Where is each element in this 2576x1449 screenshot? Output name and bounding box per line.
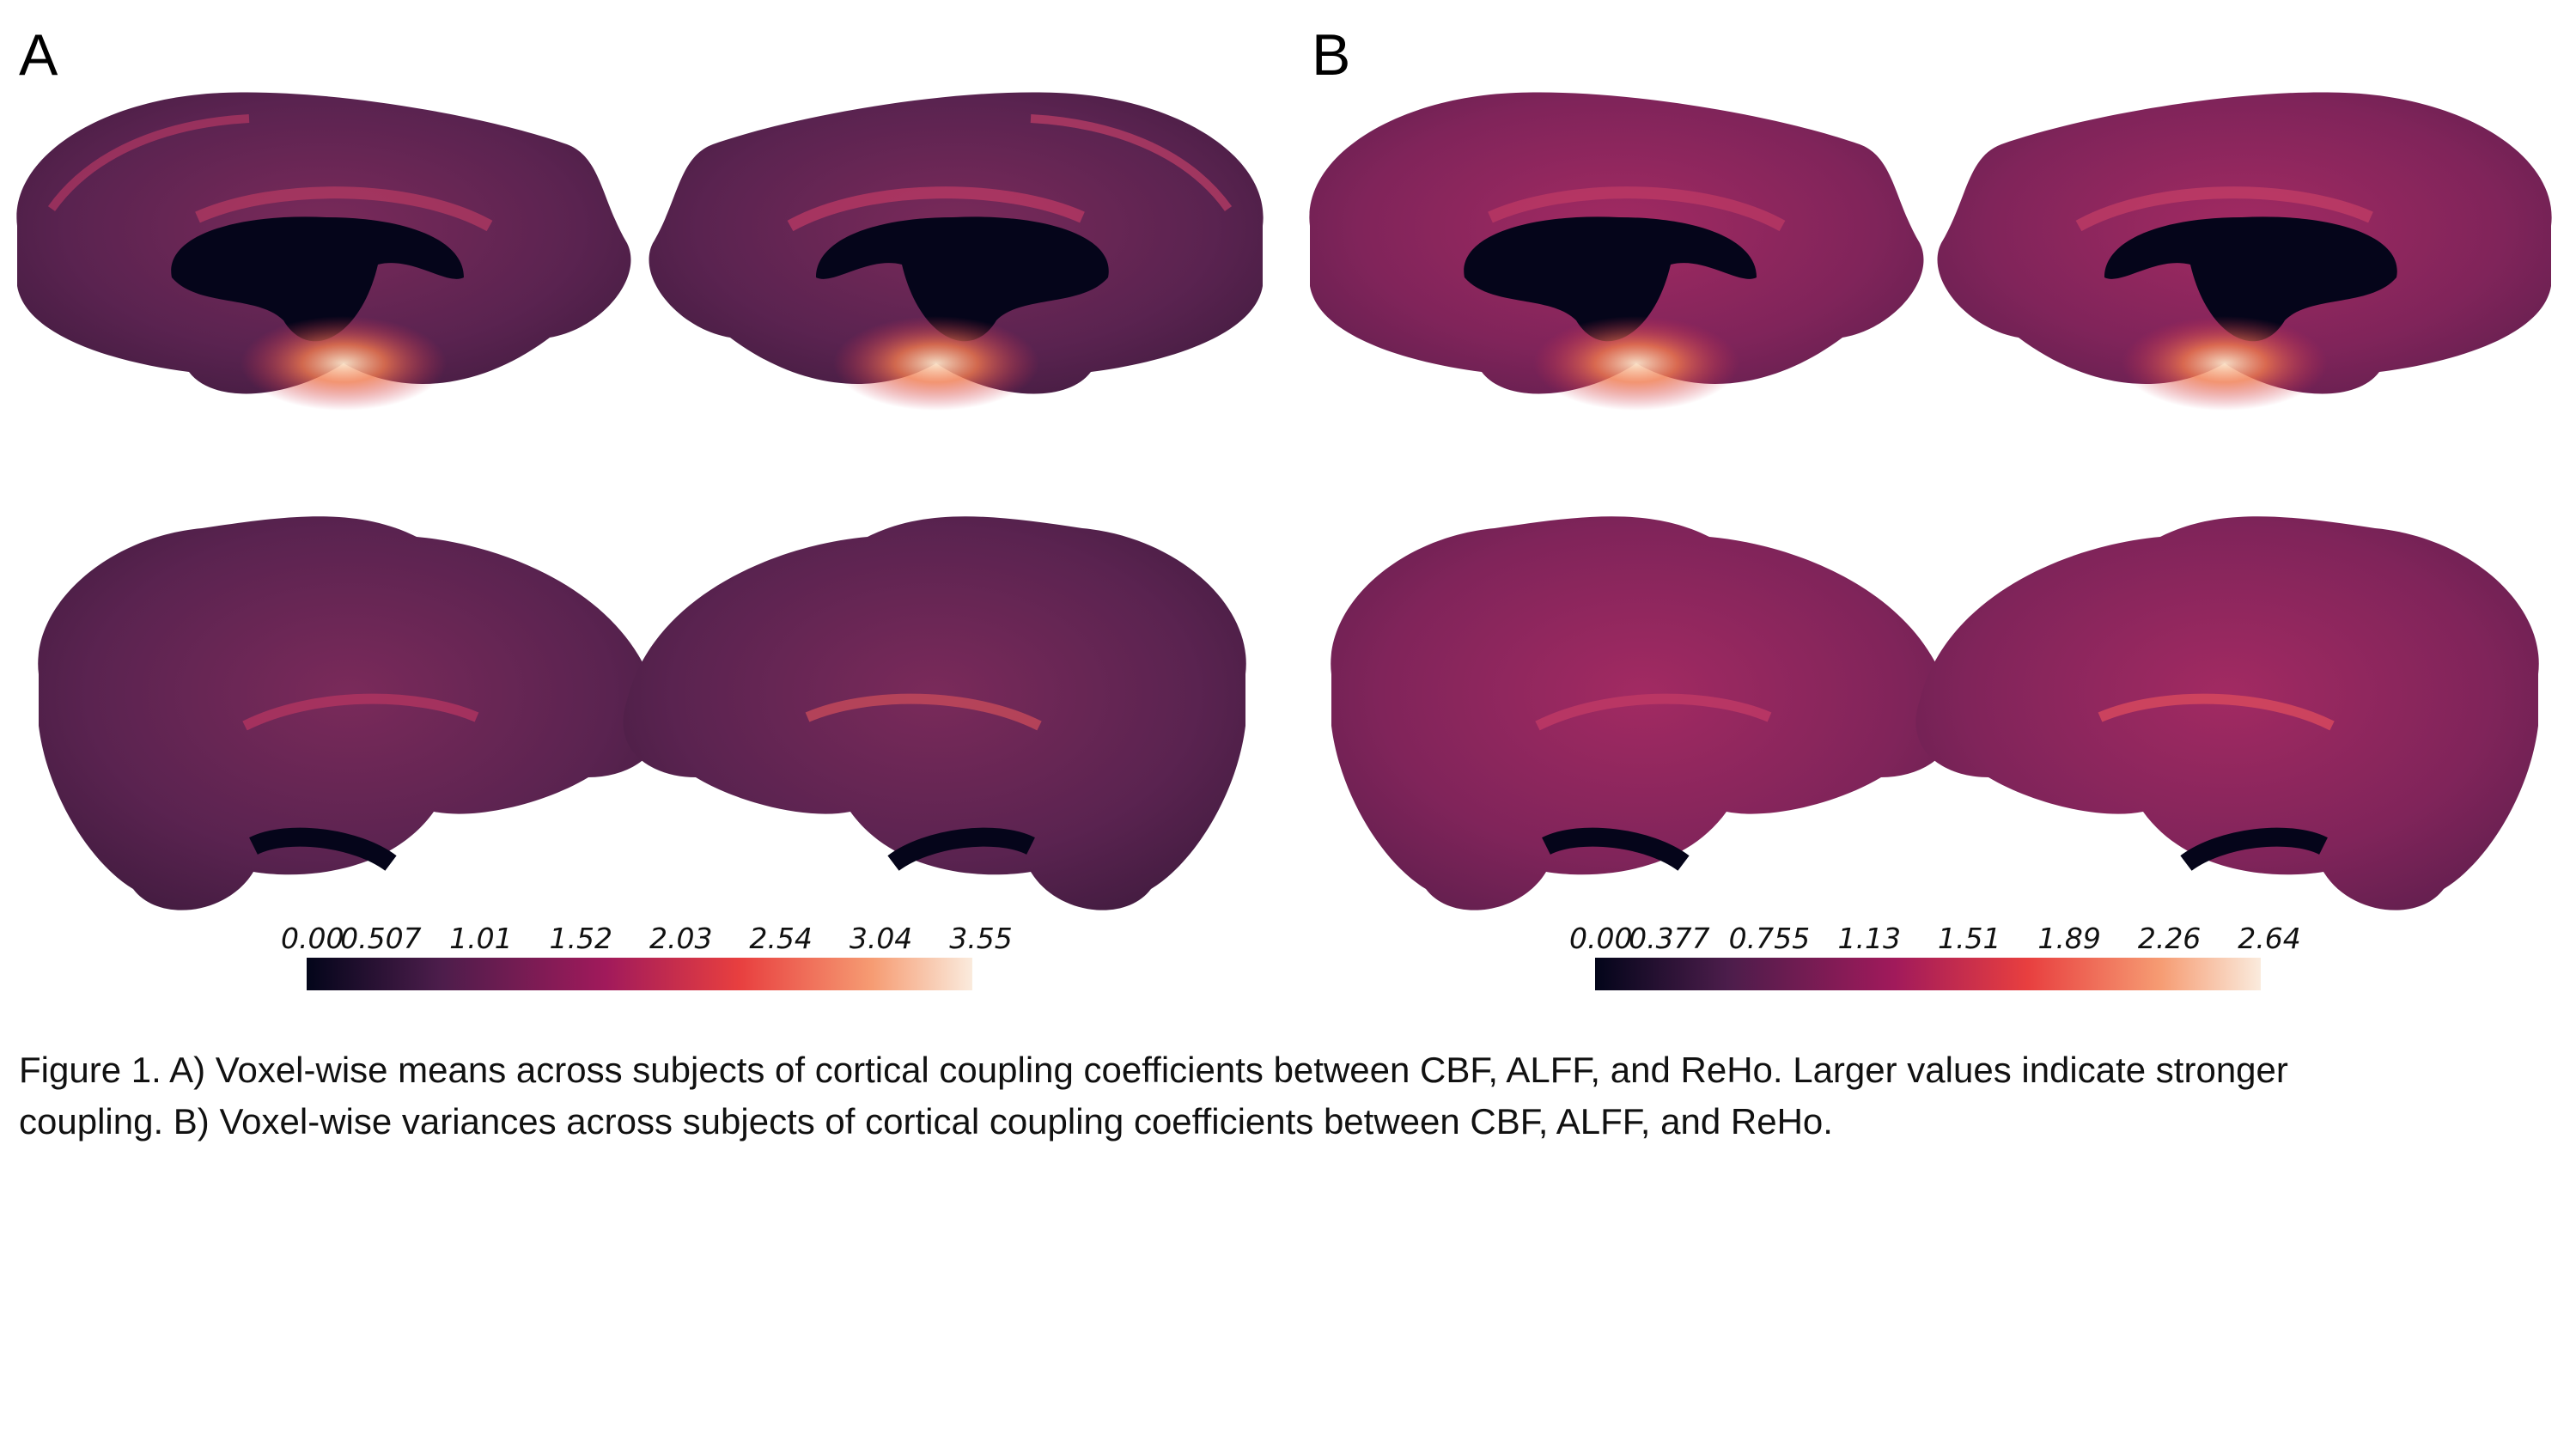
colorbar-a-tick-label: 1.01 [449, 922, 512, 955]
colorbar-a-tick-label: 0.00 [281, 922, 344, 955]
panel-a-medial-left [16, 92, 631, 411]
panel-b-medial-right [1937, 92, 2552, 411]
panel-b-medial-left [1309, 92, 1924, 411]
colorbar-b-tick-label: 0.755 [1729, 922, 1810, 955]
colorbar-a [307, 958, 972, 990]
caption-line-2: coupling. B) Voxel-wise variances across… [19, 1101, 1833, 1142]
panel-letter-a: A [19, 22, 58, 88]
colorbar-b-tick-label: 1.51 [1938, 922, 2001, 955]
caption-line-1: Figure 1. A) Voxel-wise means across sub… [19, 1050, 2288, 1090]
colorbar-b-tick-label: 1.13 [1838, 922, 1901, 955]
panel-a-lateral-left [38, 516, 661, 910]
colorbar-a-tick-label: 3.55 [949, 922, 1012, 955]
panel-letter-b: B [1312, 22, 1351, 88]
panel-a-medial-right [649, 92, 1264, 411]
colorbar-a-ticks: 0.000.507 1.01 1.52 2.03 2.54 3.04 3.55 [281, 922, 1013, 955]
colorbar-b [1595, 958, 2261, 990]
colorbar-b-tick-label: 0.377 [1629, 922, 1709, 955]
colorbar-b-ticks: 0.000.377 0.755 1.13 1.51 1.89 2.26 2.64 [1569, 922, 2301, 955]
colorbar-b-tick-label: 2.26 [2138, 922, 2201, 955]
medial-wall-a-left [171, 216, 465, 342]
colorbar-b-tick-label: 1.89 [2037, 922, 2100, 955]
colorbar-a-tick-label: 1.52 [550, 922, 612, 955]
colorbar-a-tick-label: 2.54 [749, 922, 812, 955]
colorbar-a-tick-label: 3.04 [850, 922, 912, 955]
panel-a-lateral-right [623, 516, 1246, 910]
colorbar-b-tick-label: 0.00 [1569, 922, 1632, 955]
colorbar-a-tick-label: 0.507 [340, 922, 421, 955]
panel-b-lateral-right [1915, 516, 2539, 910]
colorbar-a-tick-label: 2.03 [649, 922, 712, 955]
panel-b-lateral-left [1331, 516, 1954, 910]
colorbar-b-tick-label: 2.64 [2238, 922, 2300, 955]
figure-caption: Figure 1. A) Voxel-wise means across sub… [19, 1044, 2561, 1148]
